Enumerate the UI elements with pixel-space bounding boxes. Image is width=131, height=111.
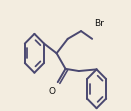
Text: O: O [49,86,56,96]
Text: Br: Br [94,19,104,28]
